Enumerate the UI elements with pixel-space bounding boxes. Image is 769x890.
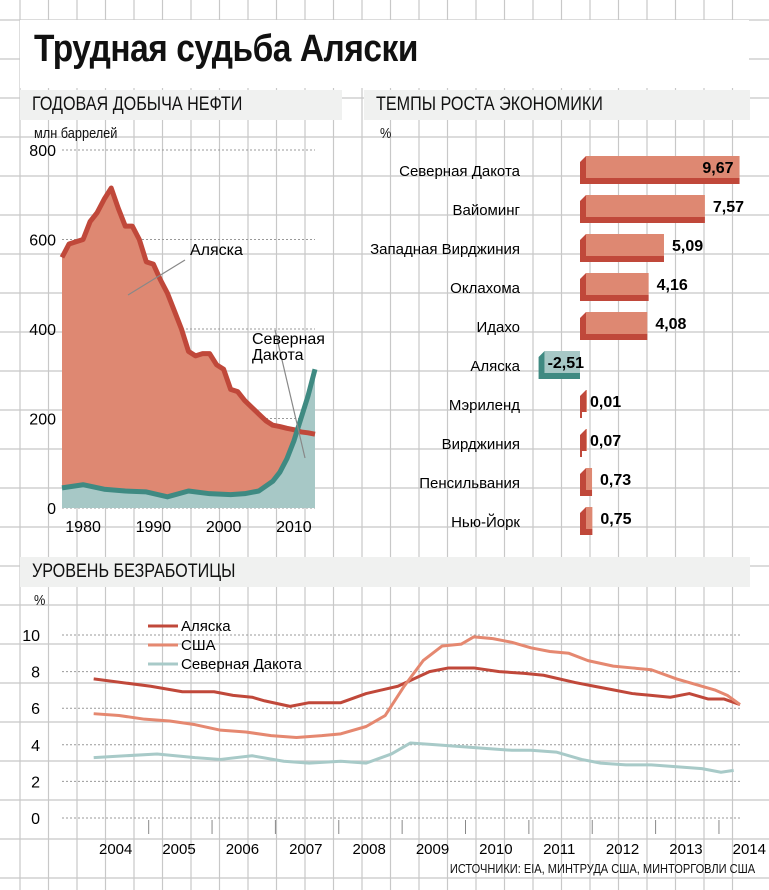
y-tick-label: 10 <box>22 628 40 645</box>
x-tick-label: 2005 <box>162 841 195 858</box>
bar <box>586 234 664 256</box>
unemployment-section-title: УРОВЕНЬ БЕЗРАБОТИЦЫ <box>32 561 236 582</box>
bar-category-label: Нью-Йорк <box>451 513 520 531</box>
legend-label: Аляска <box>181 618 231 635</box>
bar <box>586 468 593 490</box>
bar-category-label: Северная Дакота <box>399 163 521 180</box>
bar-category-label: Вайоминг <box>452 202 520 219</box>
x-tick-label: 1990 <box>136 519 172 536</box>
north-dakota-area <box>62 369 315 508</box>
unemployment-section-header: УРОВЕНЬ БЕЗРАБОТИЦЫ <box>20 557 750 587</box>
y-tick-label: 6 <box>31 701 40 718</box>
growth-section-title: ТЕМПЫ РОСТА ЭКОНОМИКИ <box>376 94 603 115</box>
legend-label: Северная Дакота <box>181 656 303 673</box>
bar <box>586 156 740 178</box>
bar-shadow <box>580 234 664 262</box>
bar-value-label: 0,07 <box>590 433 621 450</box>
bar-shadow <box>580 312 648 340</box>
series-line-1 <box>93 635 741 739</box>
y-tick-label: 200 <box>29 412 56 429</box>
x-tick-label: 2004 <box>99 841 132 858</box>
sources-note: ИСТОЧНИКИ: EIA, МИНТРУДА США, МИНТОРГОВЛ… <box>449 861 755 876</box>
bar-value-label: -2,51 <box>548 355 585 372</box>
nd-callout-line <box>274 329 306 459</box>
title-box <box>20 20 749 88</box>
y-tick-label: 400 <box>29 322 56 339</box>
oil-section-header: ГОДОВАЯ ДОБЫЧА НЕФТИ <box>20 90 342 120</box>
x-tick-label: 2007 <box>289 841 322 858</box>
series-line-0 <box>93 666 741 708</box>
x-tick-label: 2013 <box>669 841 702 858</box>
bar-shadow <box>580 429 586 457</box>
bar-value-label: 4,08 <box>655 316 686 333</box>
bar-value-label: 7,57 <box>713 199 744 216</box>
y-tick-label: 4 <box>31 738 40 755</box>
bar <box>586 390 587 412</box>
bar-value-label: 4,16 <box>657 277 688 294</box>
bar-category-label: Пенсильвания <box>419 475 520 492</box>
bar-shadow <box>580 507 593 535</box>
series-line-2 <box>93 741 734 774</box>
y-tick-label: 800 <box>29 143 56 160</box>
oil-section-title: ГОДОВАЯ ДОБЫЧА НЕФТИ <box>32 94 243 115</box>
bar-value-label: 0,73 <box>600 472 631 489</box>
north-dakota-line <box>61 368 318 500</box>
alaska-callout-line <box>127 259 186 296</box>
unemployment-unit-label: % <box>34 592 46 609</box>
bar-category-label: Идахо <box>476 319 520 336</box>
alaska-area <box>62 188 315 508</box>
y-tick-label: 0 <box>47 501 56 518</box>
bar <box>586 273 649 295</box>
bar-shadow <box>580 468 593 496</box>
x-tick-label: 2012 <box>606 841 639 858</box>
y-tick-label: 8 <box>31 665 40 682</box>
bar <box>586 312 648 334</box>
bar-category-label: Западная Вирджиния <box>370 241 520 258</box>
x-tick-label: 2010 <box>479 841 512 858</box>
alaska-label: Аляска <box>190 242 243 259</box>
oil-unit-label: млн баррелей <box>34 125 118 142</box>
bar-category-label: Аляска <box>470 358 520 375</box>
growth-bar-chart: Северная Дакота 9,67 Вайоминг 7,57 Западная … <box>370 156 744 535</box>
page-title: Трудная судьба Аляски <box>34 28 418 70</box>
x-tick-label: 2009 <box>416 841 449 858</box>
bar <box>586 429 587 451</box>
bar-shadow <box>538 351 580 379</box>
bar-value-label: 5,09 <box>672 238 703 255</box>
x-tick-label: 2011 <box>543 841 575 858</box>
y-tick-label: 600 <box>29 233 56 250</box>
bar-value-label: 9,67 <box>702 160 733 177</box>
bar-shadow <box>580 156 740 184</box>
bar-shadow <box>580 273 649 301</box>
bar <box>586 195 705 217</box>
y-tick-label: 2 <box>31 774 40 791</box>
x-tick-label: 2006 <box>226 841 259 858</box>
bar-shadow <box>580 195 705 223</box>
nd-label-line1: Северная <box>252 331 325 348</box>
bar-category-label: Мэриленд <box>449 397 520 414</box>
bar <box>586 507 593 529</box>
bar-category-label: Вирджиния <box>442 436 520 453</box>
oil-production-chart: 0 200 400 600 800 1980 1990 2000 2010 Аляска Север… <box>29 143 325 536</box>
x-tick-label: 2010 <box>276 519 312 536</box>
x-tick-label: 1980 <box>65 519 101 536</box>
nd-label-line2: Дакота <box>252 347 304 364</box>
unemployment-chart: 0 2 4 6 8 10 2004 2005 2006 2007 2008 2009 2010 2011 2… <box>22 618 766 858</box>
x-tick-label: 2008 <box>352 841 385 858</box>
bar-shadow <box>580 390 586 418</box>
alaska-line <box>59 185 316 437</box>
bar <box>544 351 580 373</box>
bar-value-label: 0,01 <box>590 394 621 411</box>
x-tick-label: 2000 <box>206 519 242 536</box>
bar-category-label: Оклахома <box>450 280 520 297</box>
bar-value-label: 0,75 <box>600 511 631 528</box>
x-tick-label: 2014 <box>733 841 766 858</box>
y-tick-label: 0 <box>31 811 40 828</box>
legend-label: США <box>181 637 216 654</box>
growth-unit-label: % <box>380 125 392 142</box>
growth-section-header: ТЕМПЫ РОСТА ЭКОНОМИКИ <box>364 90 750 120</box>
